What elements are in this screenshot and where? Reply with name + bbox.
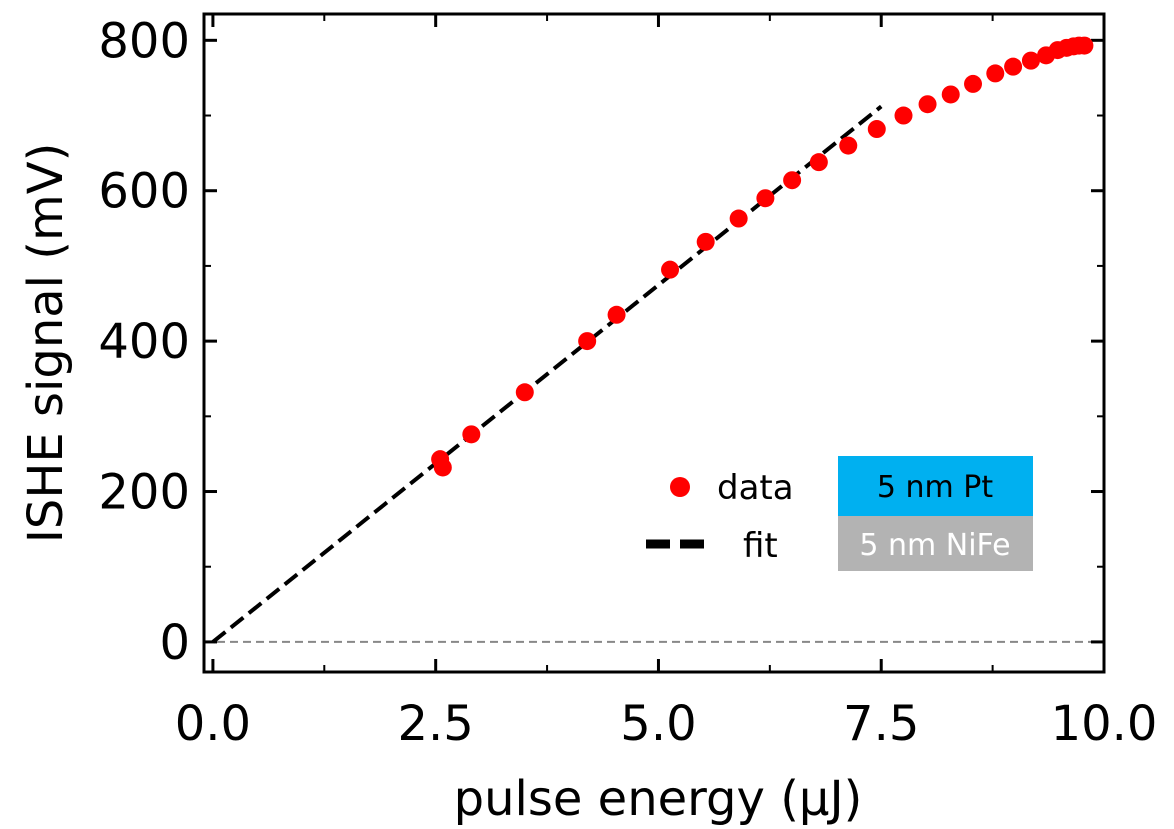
plot-frame [202, 12, 1106, 674]
sample-layer-stack: 5 nm Pt 5 nm NiFe [838, 456, 1033, 571]
nife-layer-label: 5 nm NiFe [859, 528, 1010, 563]
data-point [578, 332, 597, 351]
x-tick-label: 2.5 [398, 696, 474, 752]
series-layer [211, 36, 1094, 644]
data-point [986, 64, 1005, 83]
y-tick-label: 800 [98, 13, 190, 69]
pt-layer-box [838, 456, 1033, 516]
data-point [1021, 51, 1040, 70]
y-tick-label: 0 [159, 615, 190, 671]
nife-layer-box [838, 516, 1033, 571]
data-point [918, 95, 937, 114]
x-tick-label: 5.0 [620, 696, 696, 752]
legend-data-label: data [717, 468, 794, 508]
data-point [1004, 57, 1023, 76]
data-point [515, 383, 534, 402]
legend-fit-label: fit [743, 526, 778, 566]
data-point [941, 85, 960, 104]
legend-data-marker [670, 477, 690, 497]
pt-layer-label: 5 nm Pt [877, 470, 993, 505]
data-point [809, 153, 828, 172]
x-tick-label: 0.0 [175, 696, 251, 752]
data-point [783, 171, 802, 190]
data-point [696, 232, 715, 251]
data-point [964, 74, 983, 93]
data-point [756, 189, 775, 208]
y-tick-label: 600 [98, 164, 190, 220]
y-axis-title: ISHE signal (mV) [18, 143, 74, 544]
fit-line [211, 104, 883, 644]
y-tick-label: 400 [98, 314, 190, 370]
data-point [729, 209, 748, 228]
data-point [894, 106, 913, 125]
y-tick-label: 200 [98, 465, 190, 521]
data-point [462, 425, 481, 444]
legend: data fit [646, 468, 794, 566]
data-point [1075, 36, 1094, 55]
x-tick-label: 7.5 [843, 696, 919, 752]
data-point [839, 136, 858, 155]
x-axis-title: pulse energy (μJ) [454, 771, 863, 827]
data-point [607, 305, 626, 324]
data-point [433, 458, 452, 477]
data-point [661, 260, 680, 279]
data-point [867, 120, 886, 139]
x-tick-label: 10.0 [1051, 696, 1158, 752]
ticks-layer: 0.0 2.5 5.0 7.5 10.0 0 200 400 600 800 [98, 13, 1157, 752]
